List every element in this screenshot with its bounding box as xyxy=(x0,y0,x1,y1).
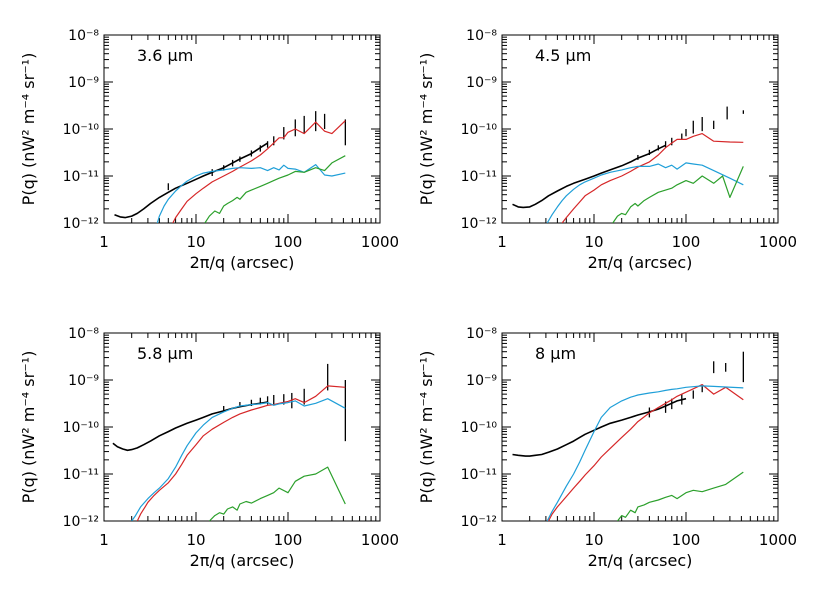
series-line-1 xyxy=(512,397,687,457)
series-line-5 xyxy=(208,466,346,521)
series-line-4 xyxy=(546,162,744,223)
series-line-3 xyxy=(172,120,346,223)
series-line-4 xyxy=(131,398,346,521)
y-axis-label: P(q) (nW² m⁻⁴ sr⁻¹) xyxy=(417,53,436,206)
y-tick-label: 10⁻⁹ xyxy=(68,373,99,389)
x-tick-label: 1 xyxy=(497,531,507,549)
series-line-3 xyxy=(561,133,744,223)
y-tick-label: 10⁻¹² xyxy=(461,216,497,232)
series-line-5 xyxy=(617,471,744,521)
panel-label: 4.5 μm xyxy=(535,46,591,65)
y-tick-label: 10⁻¹¹ xyxy=(461,467,497,483)
y-axis-label: P(q) (nW² m⁻⁴ sr⁻¹) xyxy=(19,351,38,504)
x-tick-label: 100 xyxy=(274,531,303,549)
series-group xyxy=(512,106,744,223)
x-tick-label: 1 xyxy=(99,531,109,549)
x-tick-label: 100 xyxy=(274,233,303,251)
series-line-5 xyxy=(612,166,744,223)
y-tick-label: 10⁻⁹ xyxy=(466,373,497,389)
y-tick-label: 10⁻¹⁰ xyxy=(461,122,498,138)
x-axis-label: 2π/q (arcsec) xyxy=(588,551,693,570)
series-line-1 xyxy=(114,142,269,219)
x-tick-label: 10 xyxy=(186,233,205,251)
y-tick-label: 10⁻¹² xyxy=(63,514,99,530)
panel-label: 8 μm xyxy=(535,344,576,363)
panel-1: 1 10 100 1000 10⁻¹² 10⁻¹¹ 10⁻¹⁰ 10⁻⁹ 10⁻⁸ 2π/q (a… xyxy=(19,28,399,272)
x-axis-label: 2π/q (arcsec) xyxy=(190,551,295,570)
x-tick-label: 1000 xyxy=(759,233,797,251)
series-line-1 xyxy=(512,144,666,209)
y-tick-label: 10⁻¹⁰ xyxy=(461,420,498,436)
x-tick-label: 1 xyxy=(497,233,507,251)
y-tick-label: 10⁻¹¹ xyxy=(63,467,99,483)
x-tick-label: 1000 xyxy=(361,233,399,251)
series-group xyxy=(512,351,744,521)
y-axis-label: P(q) (nW² m⁻⁴ sr⁻¹) xyxy=(19,53,38,206)
y-tick-label: 10⁻⁸ xyxy=(466,326,497,342)
panel-label: 5.8 μm xyxy=(137,344,193,363)
series-line-4 xyxy=(546,385,744,521)
panel-3: 1 10 100 1000 10⁻¹² 10⁻¹¹ 10⁻¹⁰ 10⁻⁹ 10⁻⁸ 2π/q (a… xyxy=(19,326,399,570)
y-tick-label: 10⁻¹² xyxy=(63,216,99,232)
y-tick-label: 10⁻⁸ xyxy=(68,326,99,342)
series-line-4 xyxy=(156,164,346,223)
y-tick-label: 10⁻¹¹ xyxy=(63,169,99,185)
y-tick-label: 10⁻⁸ xyxy=(466,28,497,44)
y-tick-label: 10⁻¹⁰ xyxy=(63,122,100,138)
series-group xyxy=(114,111,346,223)
y-tick-label: 10⁻¹¹ xyxy=(461,169,497,185)
x-tick-label: 10 xyxy=(584,233,603,251)
x-tick-label: 10 xyxy=(584,531,603,549)
x-axis-label: 2π/q (arcsec) xyxy=(588,253,693,272)
x-tick-label: 1000 xyxy=(759,531,797,549)
panel-2: 1 10 100 1000 10⁻¹² 10⁻¹¹ 10⁻¹⁰ 10⁻⁹ 10⁻⁸ 2π/q (a… xyxy=(417,28,797,272)
series-line-5 xyxy=(204,155,346,223)
y-tick-label: 10⁻¹⁰ xyxy=(63,420,100,436)
x-axis-label: 2π/q (arcsec) xyxy=(190,253,295,272)
y-tick-label: 10⁻⁸ xyxy=(68,28,99,44)
panel-4: 1 10 100 1000 10⁻¹² 10⁻¹¹ 10⁻¹⁰ 10⁻⁹ 10⁻⁸ 2π/q (a… xyxy=(417,326,797,570)
series-group xyxy=(112,363,346,521)
panel-label: 3.6 μm xyxy=(137,46,193,65)
x-tick-label: 1 xyxy=(99,233,109,251)
y-tick-label: 10⁻¹² xyxy=(461,514,497,530)
x-tick-label: 10 xyxy=(186,531,205,549)
x-tick-label: 100 xyxy=(672,531,701,549)
x-tick-label: 1000 xyxy=(361,531,399,549)
series-line-3 xyxy=(136,385,346,521)
x-tick-label: 100 xyxy=(672,233,701,251)
y-tick-label: 10⁻⁹ xyxy=(466,75,497,91)
series-line-1 xyxy=(112,401,268,452)
y-tick-label: 10⁻⁹ xyxy=(68,75,99,91)
y-axis-label: P(q) (nW² m⁻⁴ sr⁻¹) xyxy=(417,351,436,504)
series-line-3 xyxy=(547,384,744,521)
